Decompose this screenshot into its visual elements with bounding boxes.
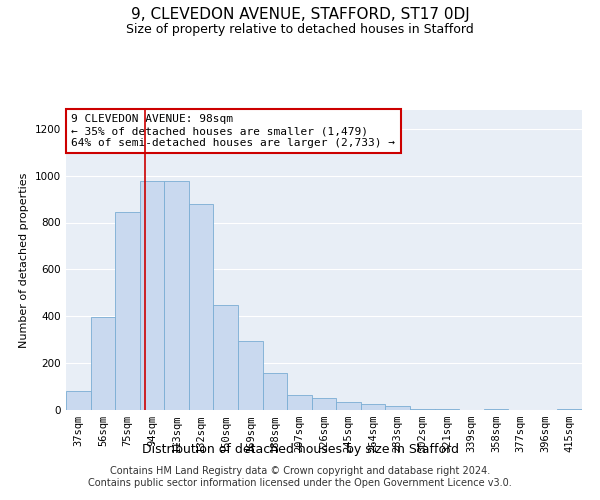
Bar [66,391,91,410]
Bar [434,409,459,410]
Bar [557,409,582,410]
Bar [484,409,508,410]
Bar [385,406,410,410]
Bar [410,409,434,410]
Bar [263,372,287,410]
Bar [238,341,263,410]
Bar [336,402,361,410]
Text: 9 CLEVEDON AVENUE: 98sqm
← 35% of detached houses are smaller (1,479)
64% of sem: 9 CLEVEDON AVENUE: 98sqm ← 35% of detach… [71,114,395,148]
Bar [214,304,238,410]
Bar [91,318,115,410]
Text: Size of property relative to detached houses in Stafford: Size of property relative to detached ho… [126,22,474,36]
Text: Contains HM Land Registry data © Crown copyright and database right 2024.
Contai: Contains HM Land Registry data © Crown c… [88,466,512,487]
Text: Distribution of detached houses by size in Stafford: Distribution of detached houses by size … [142,444,458,456]
Bar [140,182,164,410]
Bar [312,398,336,410]
Bar [287,395,312,410]
Text: 9, CLEVEDON AVENUE, STAFFORD, ST17 0DJ: 9, CLEVEDON AVENUE, STAFFORD, ST17 0DJ [131,8,469,22]
Bar [164,182,189,410]
Bar [115,212,140,410]
Bar [189,204,214,410]
Y-axis label: Number of detached properties: Number of detached properties [19,172,29,348]
Bar [361,404,385,410]
